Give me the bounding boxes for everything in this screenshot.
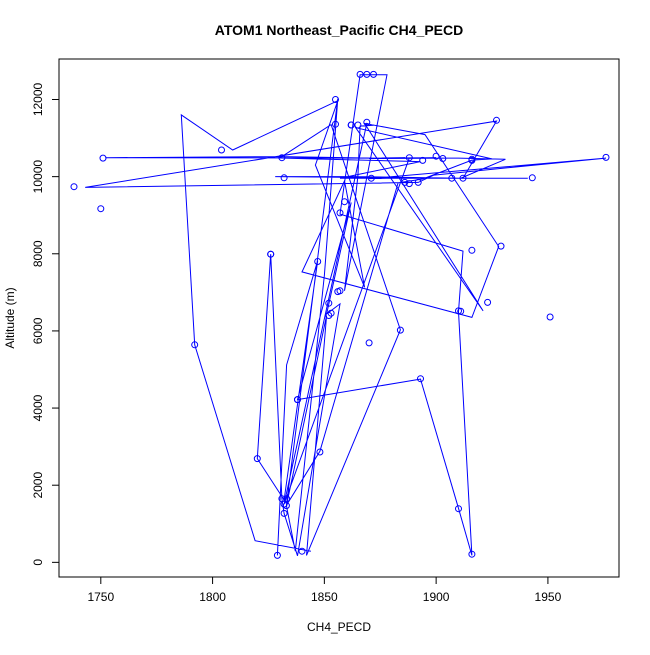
data-point (528, 174, 536, 182)
data-point (417, 375, 424, 383)
data-point (363, 70, 371, 78)
plot-frame (58, 58, 620, 578)
data-point (282, 502, 290, 510)
data-point (354, 121, 362, 129)
data-point (396, 326, 404, 334)
data-point (347, 121, 355, 129)
x-tick-label: 1950 (535, 590, 562, 604)
y-tick-label: 10000 (31, 160, 45, 194)
data-point (99, 154, 107, 162)
data-point (334, 288, 342, 296)
data-point (455, 505, 462, 513)
y-tick-label: 8000 (31, 240, 45, 267)
data-point (280, 509, 288, 517)
data-point (468, 246, 476, 254)
data-point (414, 178, 422, 186)
data-point (448, 174, 456, 182)
data-point (405, 154, 413, 162)
data-point (316, 448, 324, 456)
x-axis-label: CH4_PECD (307, 620, 371, 634)
data-point (253, 455, 261, 463)
data-point (280, 174, 288, 182)
data-point (457, 307, 465, 315)
x-tick-label: 1850 (311, 590, 338, 604)
y-tick-label: 0 (31, 559, 45, 566)
x-tick-label: 1750 (87, 590, 114, 604)
data-point (278, 154, 286, 162)
y-tick-label: 2000 (31, 472, 45, 499)
data-point (405, 180, 413, 188)
data-point (70, 183, 78, 191)
data-point (341, 198, 348, 206)
data-point (327, 309, 335, 317)
y-tick-label: 6000 (31, 317, 45, 344)
y-tick-label: 4000 (31, 394, 45, 421)
data-point (97, 205, 105, 213)
data-point (493, 116, 500, 124)
data-point (497, 242, 505, 250)
data-point (273, 551, 281, 559)
data-point (370, 70, 377, 78)
data-point (365, 339, 373, 347)
series-line (85, 74, 607, 556)
x-tick-label: 1900 (423, 590, 450, 604)
chart-title: ATOM1 Northeast_Pacific CH4_PECD (215, 22, 463, 38)
data-point (363, 118, 371, 126)
data-point (439, 155, 447, 162)
data-point (191, 341, 199, 349)
data-point (367, 174, 375, 182)
data-point (332, 120, 339, 128)
axes: 1750 1800 1850 1900 1950 0 2000 4000 6000 8000 100… (31, 58, 620, 604)
data-point (325, 312, 333, 319)
data-point (294, 396, 301, 404)
y-tick-label: 12000 (31, 82, 45, 116)
data-point (325, 299, 333, 307)
data-point (401, 178, 409, 186)
data-series (70, 70, 610, 559)
data-point (468, 550, 476, 558)
data-point (314, 258, 322, 265)
data-point (602, 153, 610, 161)
data-point (356, 70, 364, 78)
data-point (468, 156, 476, 164)
data-point (419, 156, 427, 164)
data-point (218, 146, 225, 154)
data-point (332, 96, 339, 103)
data-point (459, 174, 467, 182)
data-point (484, 298, 492, 306)
x-tick-label: 1800 (199, 590, 226, 604)
data-point (336, 209, 344, 217)
y-axis-label: Altitude (m) (3, 287, 17, 348)
data-point (298, 547, 306, 555)
data-point (432, 152, 440, 160)
data-point (546, 313, 554, 321)
data-point (267, 250, 275, 258)
